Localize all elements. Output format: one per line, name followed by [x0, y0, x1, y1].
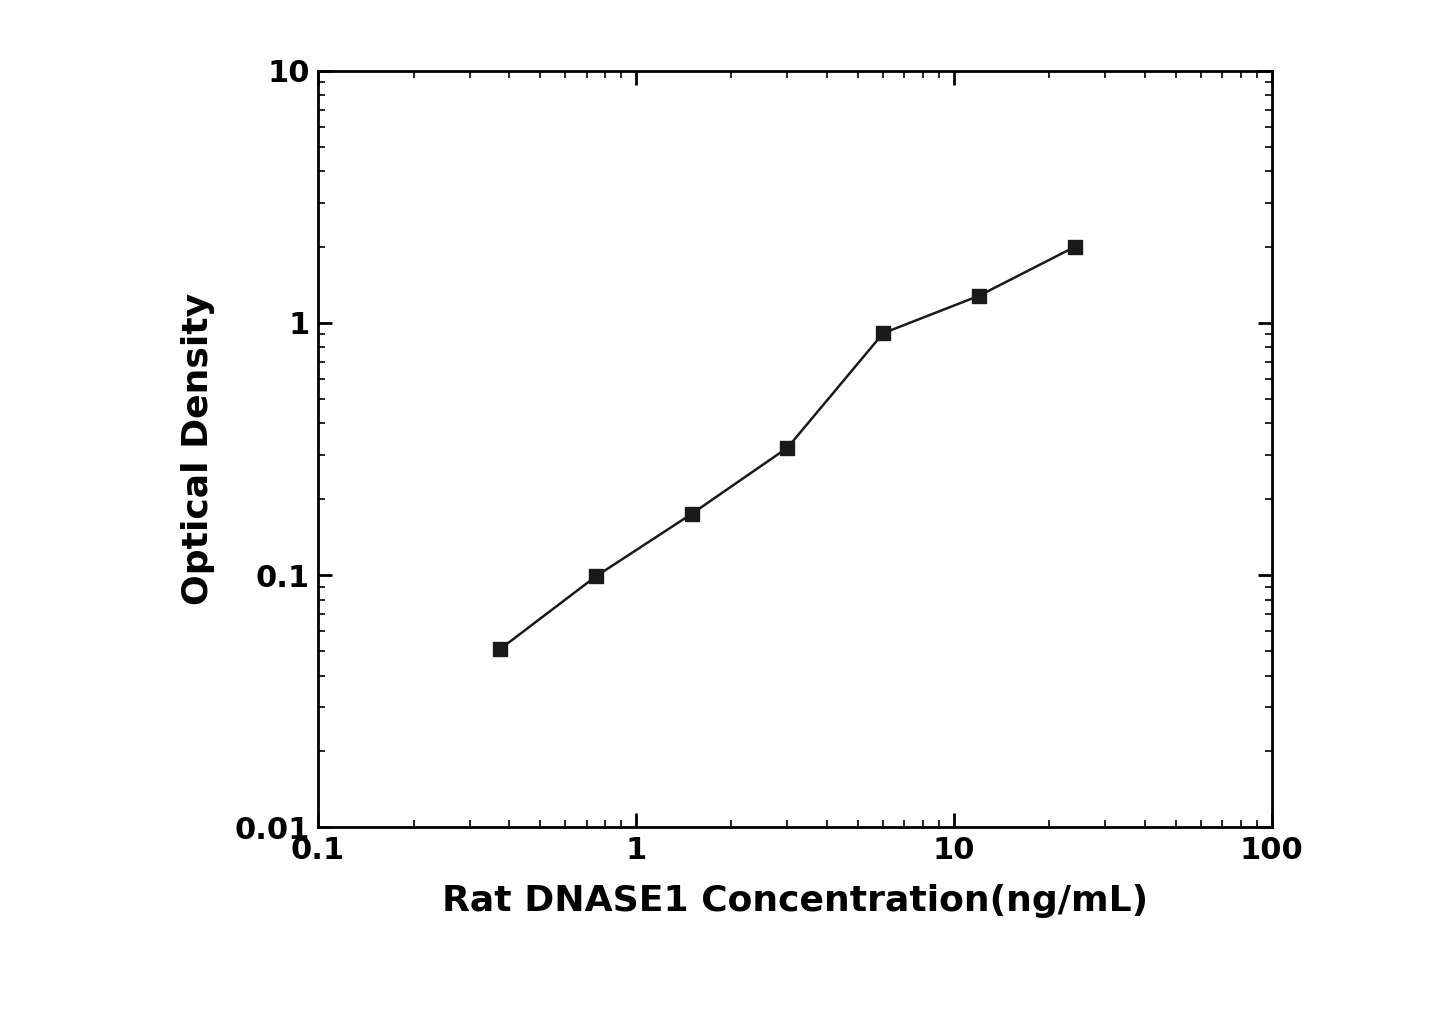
Y-axis label: Optical Density: Optical Density: [181, 293, 215, 605]
X-axis label: Rat DNASE1 Concentration(ng/mL): Rat DNASE1 Concentration(ng/mL): [442, 884, 1147, 918]
